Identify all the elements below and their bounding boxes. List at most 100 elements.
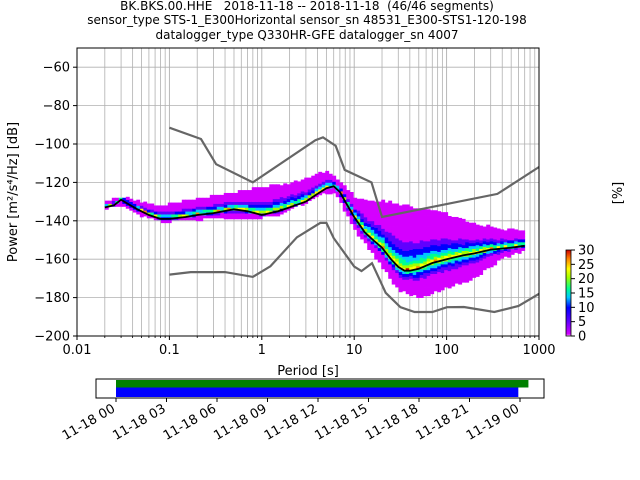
histogram-cell — [248, 213, 253, 217]
histogram-cell — [283, 194, 288, 199]
histogram-cell — [458, 235, 463, 239]
histogram-cell — [234, 213, 239, 217]
histogram-cell — [412, 225, 417, 229]
histogram-cell — [419, 291, 424, 296]
histogram-cell — [451, 268, 456, 273]
histogram-cell — [335, 182, 340, 186]
histogram-cell — [475, 267, 480, 272]
histogram-cell — [360, 198, 365, 202]
histogram-cell — [465, 276, 470, 280]
histogram-cell — [216, 212, 221, 216]
histogram-cell — [398, 225, 403, 229]
histogram-cell — [419, 254, 424, 258]
histogram-cell — [500, 235, 505, 239]
histogram-cell — [370, 232, 375, 236]
histogram-cell — [468, 268, 473, 273]
histogram-cell — [395, 220, 400, 225]
histogram-cell — [276, 201, 281, 205]
histogram-cell — [433, 227, 438, 231]
histogram-cell — [300, 185, 305, 189]
histogram-cell — [426, 252, 431, 256]
histogram-cell — [444, 261, 449, 265]
histogram-cell — [416, 277, 421, 281]
histogram-cell — [209, 203, 214, 207]
histogram-cell — [255, 198, 260, 202]
histogram-cell — [507, 234, 512, 238]
histogram-cell — [395, 261, 400, 265]
histogram-cell — [451, 231, 456, 235]
histogram-cell — [465, 247, 470, 251]
histogram-cell — [430, 253, 435, 257]
histogram-cell — [412, 234, 417, 238]
histogram-cell — [479, 240, 484, 244]
histogram-cell — [405, 279, 410, 283]
histogram-cell — [143, 204, 148, 208]
histogram-cell — [433, 250, 438, 254]
histogram-cell — [479, 254, 484, 258]
histogram-cell — [437, 225, 442, 229]
histogram-cell — [153, 214, 158, 218]
histogram-cell — [416, 265, 421, 270]
histogram-cell — [402, 224, 407, 228]
histogram-cell — [367, 200, 372, 204]
histogram-cell — [237, 207, 242, 211]
histogram-cell — [472, 260, 477, 264]
histogram-cell — [423, 217, 428, 222]
histogram-cell — [458, 261, 463, 265]
histogram-cell — [311, 181, 316, 185]
histogram-cell — [475, 239, 480, 243]
histogram-cell — [461, 236, 466, 240]
histogram-cell — [500, 243, 505, 248]
histogram-cell — [167, 208, 172, 212]
histogram-cell — [391, 258, 396, 262]
histogram-cell — [353, 220, 358, 225]
histogram-cell — [381, 234, 386, 238]
histogram-cell — [388, 246, 393, 250]
histogram-cell — [115, 197, 120, 202]
histogram-cell — [454, 248, 459, 252]
histogram-cell — [468, 265, 473, 270]
histogram-cell — [349, 203, 354, 207]
histogram-cell — [423, 287, 428, 291]
histogram-cell — [412, 257, 417, 261]
histogram-cell — [297, 187, 302, 191]
histogram-cell — [482, 266, 487, 271]
histogram-cell — [465, 221, 470, 226]
histogram-cell — [475, 273, 480, 277]
histogram-cell — [153, 205, 158, 209]
histogram-cell — [433, 244, 438, 249]
histogram-cell — [276, 198, 281, 202]
histogram-cell — [181, 199, 186, 203]
histogram-cell — [391, 206, 396, 210]
histogram-cell — [503, 236, 508, 240]
histogram-cell — [398, 214, 403, 218]
histogram-cell — [164, 208, 169, 212]
histogram-cell — [419, 257, 424, 261]
histogram-cell — [419, 225, 424, 229]
histogram-cell — [272, 204, 277, 208]
histogram-cell — [416, 231, 421, 235]
histogram-cell — [423, 266, 428, 271]
histogram-cell — [283, 197, 288, 202]
histogram-cell — [426, 269, 431, 274]
histogram-cell — [510, 240, 515, 244]
histogram-cell — [405, 253, 410, 257]
histogram-cell — [517, 236, 522, 240]
histogram-cell — [426, 249, 431, 253]
histogram-cell — [430, 244, 435, 249]
histogram-cell — [153, 211, 158, 215]
histogram-cell — [486, 236, 491, 240]
histogram-cell — [472, 248, 477, 252]
histogram-cell — [381, 260, 386, 264]
histogram-cell — [297, 195, 302, 200]
histogram-cell — [510, 234, 515, 238]
histogram-cell — [178, 205, 183, 209]
histogram-cell — [398, 205, 403, 209]
histogram-cell — [360, 233, 365, 237]
histogram-cell — [433, 230, 438, 234]
histogram-cell — [374, 207, 379, 211]
histogram-cell — [500, 232, 505, 236]
histogram-cell — [426, 209, 431, 213]
histogram-cell — [377, 239, 382, 243]
histogram-cell — [451, 219, 456, 224]
